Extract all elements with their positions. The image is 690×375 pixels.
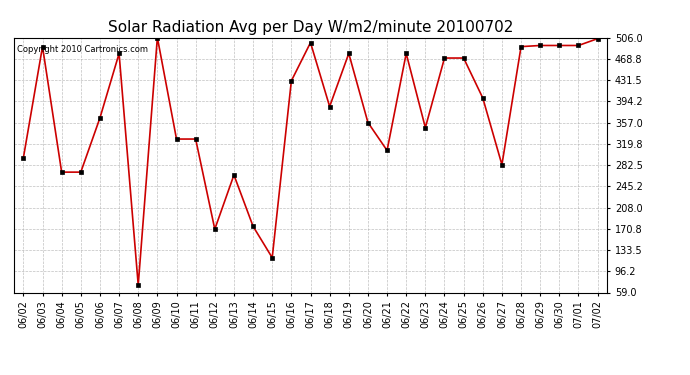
- Title: Solar Radiation Avg per Day W/m2/minute 20100702: Solar Radiation Avg per Day W/m2/minute …: [108, 20, 513, 35]
- Text: Copyright 2010 Cartronics.com: Copyright 2010 Cartronics.com: [17, 45, 148, 54]
